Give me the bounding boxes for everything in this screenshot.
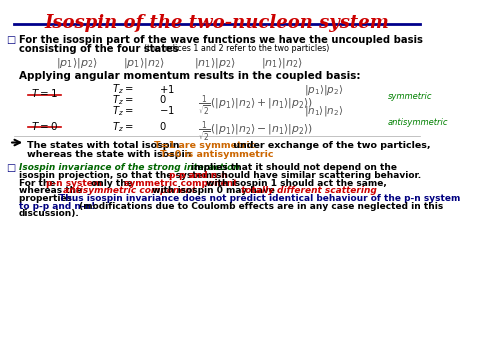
Text: only the: only the	[88, 179, 136, 187]
Text: $-1$: $-1$	[159, 104, 175, 116]
Text: discussion).: discussion).	[18, 209, 80, 219]
Text: whereas the state with isospin: whereas the state with isospin	[28, 150, 195, 159]
Text: $T_z=$: $T_z=$	[112, 94, 133, 107]
Text: implies that it should not depend on the: implies that it should not depend on the	[188, 163, 398, 172]
Text: $|p_1\rangle|n_2\rangle$: $|p_1\rangle|n_2\rangle$	[123, 56, 165, 70]
Text: $0$: $0$	[159, 120, 166, 132]
Text: Applying angular momentum results in the coupled basis:: Applying angular momentum results in the…	[18, 71, 360, 82]
Text: $T_z=$: $T_z=$	[112, 120, 133, 133]
Text: with isospin 1 should act the same,: with isospin 1 should act the same,	[202, 179, 386, 187]
Text: $|p_1\rangle|p_2\rangle$: $|p_1\rangle|p_2\rangle$	[304, 83, 343, 97]
Text: For the: For the	[18, 179, 59, 187]
Text: For the isospin part of the wave functions we have the uncoupled basis: For the isospin part of the wave functio…	[18, 35, 422, 45]
Text: □: □	[6, 163, 16, 173]
Text: totally different scattering: totally different scattering	[242, 186, 378, 195]
Text: properties.: properties.	[18, 194, 78, 203]
Text: consisting of the four states: consisting of the four states	[18, 44, 182, 54]
Text: T=1 are symmetric: T=1 are symmetric	[154, 142, 255, 150]
Text: whereas the: whereas the	[18, 186, 85, 195]
Text: (the indices 1 and 2 refer to the two particles): (the indices 1 and 2 refer to the two pa…	[144, 44, 330, 53]
Text: to p-p and n-n!: to p-p and n-n!	[18, 202, 95, 211]
Text: $|n_1\rangle|n_2\rangle$: $|n_1\rangle|n_2\rangle$	[304, 104, 343, 118]
Text: $+1$: $+1$	[159, 83, 175, 95]
Text: $|n_1\rangle|n_2\rangle$: $|n_1\rangle|n_2\rangle$	[261, 56, 303, 70]
Text: $\frac{1}{\sqrt{2}}(|p_1\rangle|n_2\rangle-|n_1\rangle|p_2\rangle)$: $\frac{1}{\sqrt{2}}(|p_1\rangle|n_2\rang…	[198, 120, 313, 145]
Text: should have similar scattering behavior.: should have similar scattering behavior.	[214, 171, 422, 180]
Text: antisymmetric component: antisymmetric component	[63, 186, 196, 195]
Text: $T_z=$: $T_z=$	[112, 104, 133, 118]
Text: Isospin invariance of the strong interaction: Isospin invariance of the strong interac…	[18, 163, 240, 172]
Text: p-n system: p-n system	[46, 179, 102, 187]
Text: $T=1$: $T=1$	[31, 87, 58, 99]
Text: $0$: $0$	[159, 94, 166, 106]
Text: $|p_1\rangle|p_2\rangle$: $|p_1\rangle|p_2\rangle$	[56, 56, 98, 70]
Text: $T_z=$: $T_z=$	[112, 83, 133, 96]
Text: □: □	[6, 35, 16, 45]
Text: symmetric component: symmetric component	[124, 179, 237, 187]
Text: symmetric: symmetric	[388, 92, 432, 101]
Text: $T=0$: $T=0$	[31, 120, 58, 132]
Text: (modifications due to Coulomb effects are in any case neglected in this: (modifications due to Coulomb effects ar…	[76, 202, 443, 211]
Text: $\frac{1}{\sqrt{2}}(|p_1\rangle|n_2\rangle+|n_1\rangle|p_2\rangle)$: $\frac{1}{\sqrt{2}}(|p_1\rangle|n_2\rang…	[198, 94, 313, 119]
Text: under exchange of the two particles,: under exchange of the two particles,	[230, 142, 431, 150]
Text: $|n_1\rangle|p_2\rangle$: $|n_1\rangle|p_2\rangle$	[194, 56, 236, 70]
Text: Thus isospin invariance does not predict identical behaviour of the p-n system: Thus isospin invariance does not predict…	[59, 194, 460, 203]
Text: Isospin of the two-nucleon system: Isospin of the two-nucleon system	[45, 14, 390, 32]
Text: T=0 is antisymmetric: T=0 is antisymmetric	[160, 150, 274, 159]
Text: with isospin 0 may have: with isospin 0 may have	[150, 186, 282, 195]
Text: The states with total isospin: The states with total isospin	[28, 142, 183, 150]
Text: isospin projection, so that the systems: isospin projection, so that the systems	[18, 171, 220, 180]
Text: antisymmetric: antisymmetric	[388, 118, 448, 127]
Text: p-p and n-n: p-p and n-n	[169, 171, 228, 180]
